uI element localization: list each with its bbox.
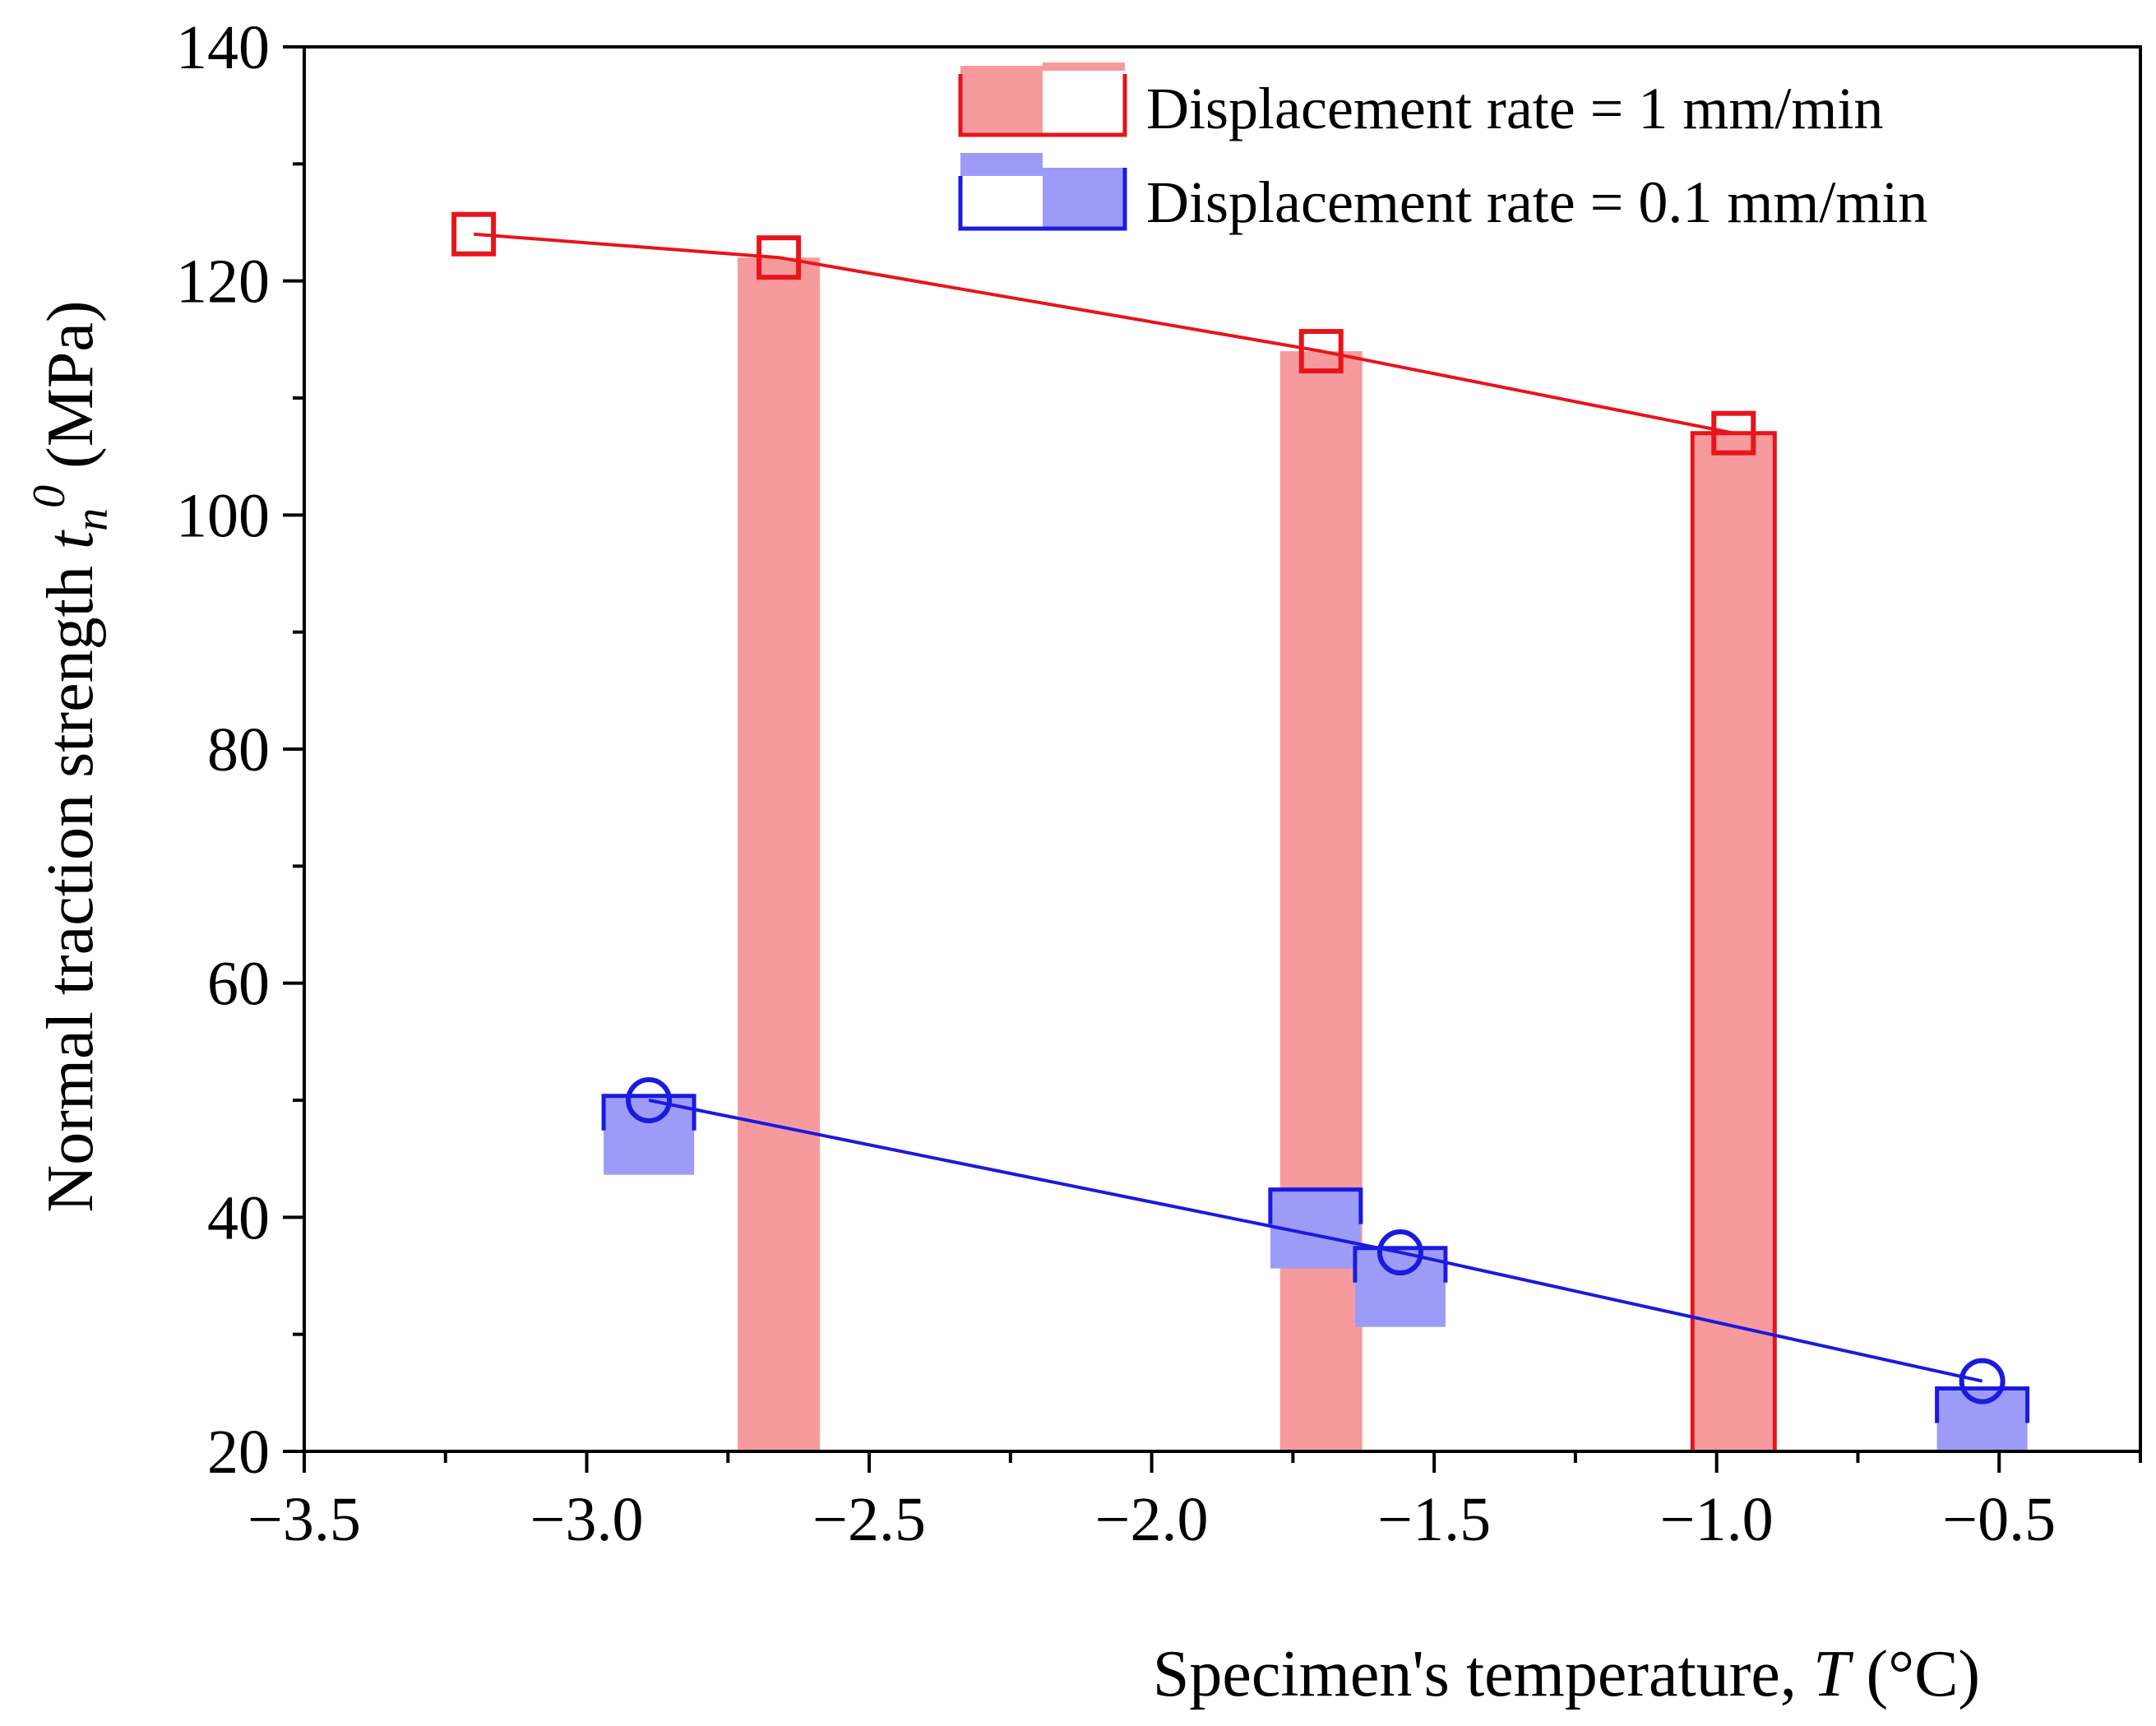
lines-layer — [473, 232, 1983, 1383]
x-axis-title: Specimen's temperature, T (°C) — [1153, 1638, 1980, 1710]
y-tick-label-5: 120 — [176, 248, 270, 317]
legend-swatch-2-topfill — [960, 153, 1043, 176]
x-tick-label-6: −0.5 — [1942, 1485, 2056, 1554]
series-0-point-2 — [1298, 329, 1344, 374]
y-tick-label-1: 40 — [207, 1183, 270, 1252]
legend-label-2: Displacement rate = 0.1 mm/min — [1146, 169, 1927, 235]
legend-swatch-2-fill — [1043, 168, 1125, 229]
y-axis-title-unit: (MPa) — [35, 300, 107, 484]
bar-0 — [738, 257, 821, 1452]
y-tick-label-6: 140 — [176, 13, 270, 82]
y-axis-title-variable: t — [35, 530, 107, 549]
y-axis-title-superscript: 0 — [24, 485, 75, 508]
bar-2 — [1692, 433, 1775, 1452]
y-tick-label-0: 20 — [207, 1418, 270, 1487]
y-axis-title-text: Normal traction strength — [35, 549, 107, 1212]
plot-frame — [303, 45, 2142, 1453]
x-tick-label-4: −1.5 — [1377, 1485, 1491, 1554]
bar-1 — [1279, 351, 1363, 1452]
box-0 — [604, 1095, 695, 1175]
box-outline-3 — [1935, 1386, 2030, 1423]
legend-swatch-1-top — [1043, 62, 1125, 71]
y-tick-label-4: 100 — [176, 481, 270, 550]
x-axis-title-unit: (°C) — [1849, 1638, 1980, 1710]
legend-swatch-1-fill — [960, 66, 1043, 135]
series-0-point-0 — [451, 211, 497, 257]
y-tick-label-3: 80 — [207, 715, 270, 784]
legend-label-1: Displacement rate = 1 mm/min — [1146, 76, 1883, 141]
markers-layer — [451, 211, 2006, 1404]
x-tick-label-0: −3.5 — [248, 1485, 361, 1554]
x-tick-label-1: −3.0 — [530, 1485, 644, 1554]
y-axis-title: Normal traction strength tn0 (MPa) — [24, 300, 118, 1212]
box-2 — [1354, 1247, 1446, 1327]
x-tick-label-2: −2.5 — [812, 1485, 926, 1554]
bars-layer — [738, 257, 1777, 1452]
series-1-point-1 — [1376, 1229, 1423, 1276]
legend-swatch-1-outline — [958, 74, 1127, 137]
series-0-point-1 — [756, 235, 802, 280]
x-axis-title-variable: T — [1813, 1638, 1854, 1710]
y-axis-title-subscript: n — [67, 508, 118, 531]
y-tick-label-2: 60 — [207, 950, 270, 1019]
box-3 — [1936, 1388, 2028, 1451]
box-outline-2 — [1353, 1246, 1448, 1283]
x-axis-title-text: Specimen's temperature, — [1153, 1638, 1813, 1710]
series-line-0 — [473, 232, 1734, 435]
x-tick-label-3: −2.0 — [1095, 1485, 1209, 1554]
series-1-point-2 — [1959, 1358, 2006, 1404]
legend: Displacement rate = 1 mm/min Displacement… — [958, 62, 1927, 235]
x-tick-label-5: −1.0 — [1660, 1485, 1774, 1554]
legend-swatch-2-outline — [958, 168, 1127, 231]
series-1-point-0 — [626, 1077, 673, 1123]
box-outline-0 — [601, 1094, 696, 1131]
series-0-point-3 — [1711, 410, 1756, 456]
series-line-1 — [648, 1099, 1983, 1383]
ticks-layer: −3.5 −3.0 −2.5 −2.0 −1.5 −1.0 −0.5 20 40 60 80 100 1… — [176, 13, 2142, 1554]
box-outline-1 — [1268, 1187, 1363, 1224]
